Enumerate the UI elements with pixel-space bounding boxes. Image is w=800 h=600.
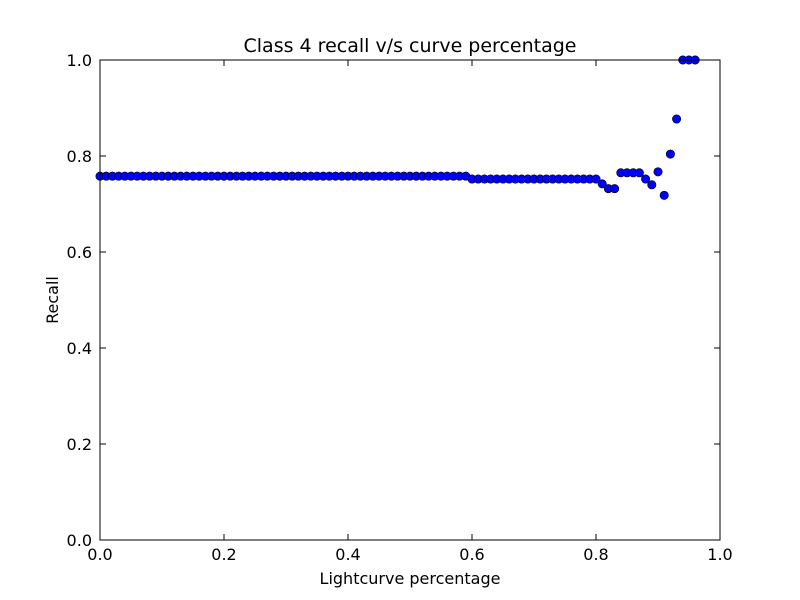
y-tick-label: 0.8: [67, 147, 92, 166]
x-tick-label: 0.2: [211, 545, 236, 564]
x-axis-label: Lightcurve percentage: [320, 569, 501, 588]
data-point: [660, 191, 668, 199]
x-axis-ticks: 0.0 0.2 0.4 0.6 0.8 1.0: [87, 60, 732, 564]
y-tick-label: 1.0: [67, 51, 92, 70]
y-tick-label: 0.6: [67, 243, 92, 262]
data-point: [635, 169, 643, 177]
x-tick-label: 0.8: [583, 545, 608, 564]
data-points: [96, 56, 700, 200]
x-tick-label: 0.4: [335, 545, 360, 564]
data-point: [672, 115, 680, 123]
data-point: [654, 168, 662, 176]
y-tick-label: 0.4: [67, 339, 92, 358]
x-tick-label: 1.0: [707, 545, 732, 564]
y-axis-ticks: 0.0 0.2 0.4 0.6 0.8 1.0: [67, 51, 720, 550]
y-tick-label: 0.0: [67, 531, 92, 550]
y-axis-label: Recall: [43, 276, 62, 324]
data-point: [648, 181, 656, 189]
chart-title: Class 4 recall v/s curve percentage: [244, 35, 577, 57]
data-point: [610, 184, 618, 192]
plot-frame: [100, 60, 720, 540]
y-tick-label: 0.2: [67, 435, 92, 454]
data-point: [666, 150, 674, 158]
x-tick-label: 0.6: [459, 545, 484, 564]
